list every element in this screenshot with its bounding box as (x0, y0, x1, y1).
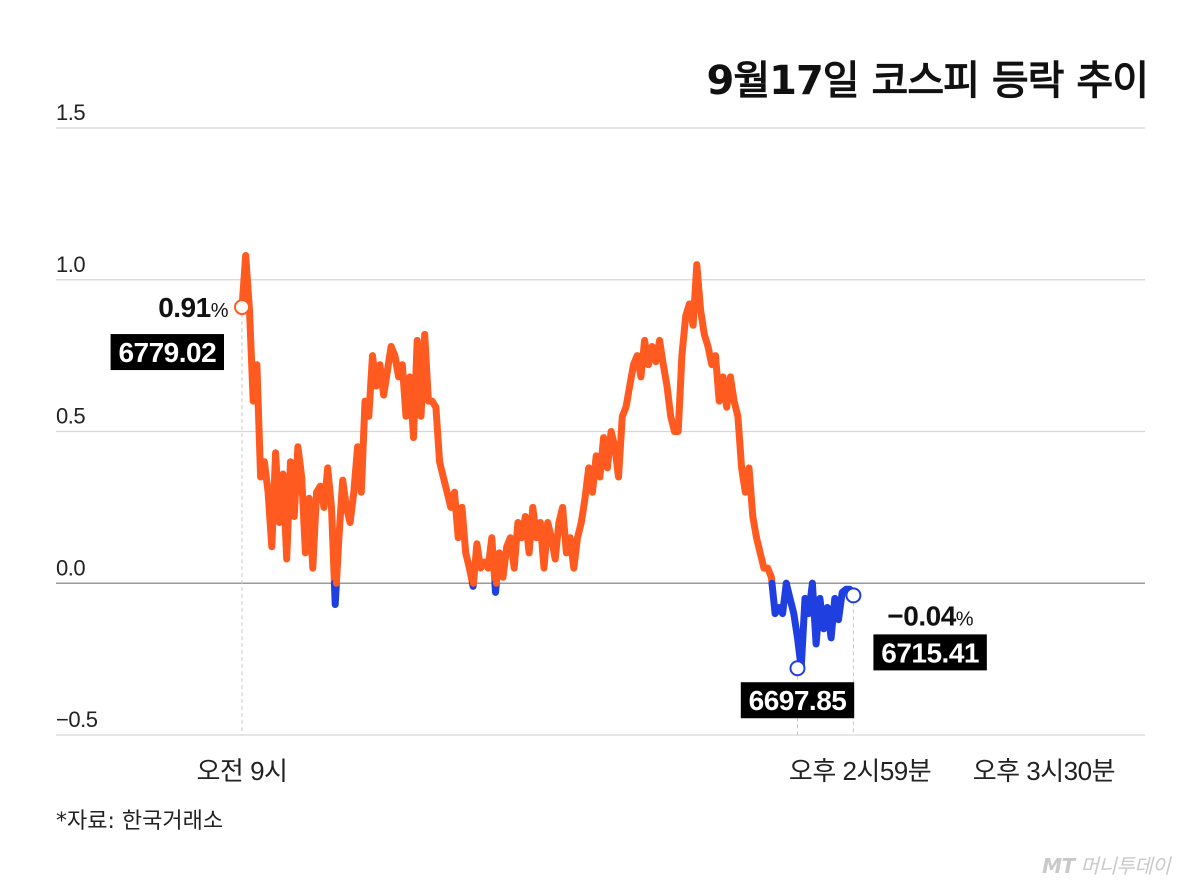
series-line-down (808, 579, 857, 648)
y-tick-label: 1.0 (56, 252, 85, 277)
series-line-up (469, 534, 499, 587)
y-tick-label: 0.5 (56, 404, 85, 429)
marker-open (234, 299, 250, 316)
close-price-label: 6715.41 (881, 637, 979, 668)
x-tick-label: 오후 3시30분 (973, 756, 1115, 786)
open-pct-label: 0.91% (158, 292, 229, 323)
brand-logo: MT 머니투데이 (1042, 854, 1170, 878)
marker-close (845, 587, 862, 604)
marker-low (789, 660, 806, 677)
low-price-label-bg (740, 682, 855, 719)
source-note: *자료: 한국거래소 (56, 809, 224, 834)
series-line-up (332, 330, 476, 587)
open-price-label: 6779.02 (118, 337, 216, 368)
series-line-down (768, 579, 790, 618)
series-line-up (238, 252, 338, 587)
x-tick-label: 오전 9시 (197, 756, 288, 786)
series-line-down (330, 579, 340, 608)
close-pct-label: −0.04% (887, 600, 973, 631)
chart-title: 9월17일 코스피 등락 추이 (706, 58, 1149, 104)
open-price-label-bg (110, 334, 224, 371)
y-tick-label: 0.0 (56, 555, 85, 580)
y-tick-label: 1.5 (56, 100, 85, 125)
series-line-down (782, 579, 816, 672)
y-tick-label: −0.5 (56, 707, 98, 732)
x-tick-label: 오후 2시59분 (789, 756, 931, 786)
close-price-label-bg (873, 634, 987, 671)
low-price-label: 6697.85 (749, 685, 847, 716)
series-line-up (492, 261, 776, 587)
